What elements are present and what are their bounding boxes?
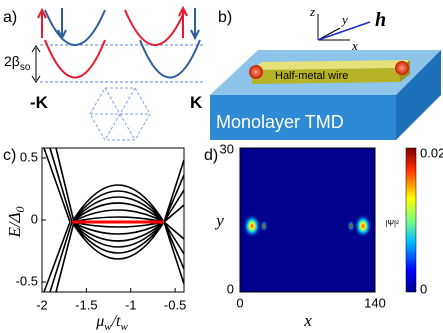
panel-c: c) E/Δ0 μw/tw bbox=[3, 147, 185, 333]
text: μ bbox=[95, 313, 104, 330]
axis-label: z bbox=[309, 4, 315, 19]
y-axis-label: E/Δ0 bbox=[5, 206, 27, 238]
valley-label: -K bbox=[30, 93, 49, 112]
panel-a: a) 2βso -K K bbox=[3, 5, 205, 141]
field-label: h bbox=[375, 9, 386, 31]
colorbar bbox=[405, 147, 417, 293]
panel-label: a) bbox=[3, 9, 17, 26]
text: 0 bbox=[13, 206, 27, 212]
panel-b: b) Half-metal wire Monolayer TMD z y x h bbox=[210, 4, 441, 140]
text: so bbox=[20, 62, 31, 73]
text: w bbox=[104, 321, 112, 333]
panel-label: d) bbox=[204, 147, 218, 164]
x-tick-label: -1 bbox=[125, 297, 137, 312]
panel-d: d) |Ψ|² y x bbox=[204, 147, 417, 330]
text: w bbox=[120, 321, 128, 333]
y-tick-label: -0.5 bbox=[16, 274, 38, 289]
y-tick-label: 0 bbox=[227, 281, 234, 296]
valley-label: K bbox=[190, 93, 203, 112]
text: /t bbox=[111, 313, 121, 330]
y-tick-label: 0 bbox=[420, 281, 427, 296]
x-tick-label: 0 bbox=[236, 295, 243, 310]
axis-label: y bbox=[340, 12, 348, 27]
y-tick-label: 0.02 bbox=[420, 145, 443, 160]
x-tick-label: -1.5 bbox=[75, 297, 97, 312]
wire-label: Half-metal wire bbox=[275, 70, 348, 82]
splitting-label: 2βso bbox=[4, 53, 31, 73]
y-axis-label: y bbox=[214, 211, 224, 230]
axis-label: x bbox=[351, 38, 358, 53]
x-tick-label: -0.5 bbox=[164, 297, 186, 312]
y-tick-label: 0.5 bbox=[20, 149, 38, 164]
x-tick-label: -2 bbox=[36, 297, 48, 312]
plot-frame bbox=[239, 147, 376, 293]
colorbar-label: |Ψ|² bbox=[385, 219, 399, 228]
panel-label: b) bbox=[218, 9, 232, 26]
x-tick-label: 140 bbox=[364, 295, 386, 310]
x-axis-label: μw/tw bbox=[95, 313, 128, 333]
panel-label: c) bbox=[3, 147, 16, 164]
y-tick-label: 0 bbox=[31, 211, 38, 226]
x-axis-label: x bbox=[303, 311, 312, 330]
text: 2β bbox=[4, 53, 20, 69]
y-tick-label: 30 bbox=[220, 141, 234, 156]
substrate-label: Monolayer TMD bbox=[216, 112, 344, 132]
text: E/Δ bbox=[5, 212, 24, 238]
